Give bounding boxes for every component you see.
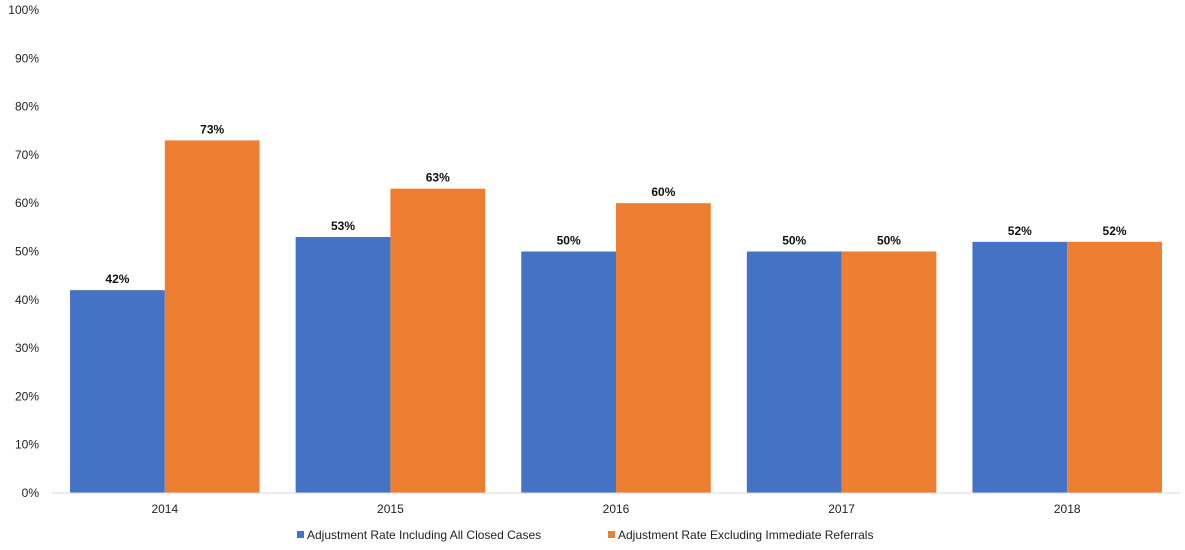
bar-2017-series-1: [841, 251, 937, 493]
legend: Adjustment Rate Including All Closed Cas…: [297, 528, 873, 542]
bar-2016-series-0: [521, 251, 616, 493]
data-label: 53%: [331, 219, 355, 233]
data-label: 52%: [1008, 224, 1032, 238]
bar-2015-series-0: [295, 237, 391, 493]
legend-swatch-1: [608, 531, 615, 538]
data-label: 42%: [105, 272, 129, 286]
bar-2018-series-1: [1067, 241, 1162, 493]
data-label: 50%: [557, 234, 581, 248]
data-label: 63%: [426, 171, 450, 185]
bars: [70, 140, 1162, 493]
data-label: 52%: [1103, 224, 1127, 238]
y-tick-label: 70%: [15, 148, 39, 162]
x-tick-label: 2016: [603, 502, 630, 516]
bar-2014-series-0: [70, 290, 165, 493]
y-tick-label: 50%: [15, 245, 39, 259]
y-tick-label: 10%: [15, 438, 39, 452]
data-label: 60%: [651, 185, 675, 199]
y-tick-label: 40%: [15, 293, 39, 307]
x-tick-label: 2017: [828, 502, 855, 516]
legend-label-0: Adjustment Rate Including All Closed Cas…: [307, 528, 541, 542]
y-tick-label: 0%: [22, 486, 40, 500]
y-tick-label: 90%: [15, 51, 39, 65]
y-tick-label: 30%: [15, 341, 39, 355]
x-axis: 2014 2015 2016 2017 2018: [151, 502, 1080, 516]
data-label: 50%: [782, 234, 806, 248]
y-tick-label: 100%: [8, 3, 39, 17]
bar-2017-series-0: [746, 251, 842, 493]
legend-label-1: Adjustment Rate Excluding Immediate Refe…: [618, 528, 873, 542]
y-tick-label: 60%: [15, 196, 39, 210]
data-label: 50%: [877, 234, 901, 248]
x-tick-label: 2018: [1054, 502, 1081, 516]
y-tick-label: 20%: [15, 389, 39, 403]
x-tick-label: 2015: [377, 502, 404, 516]
bar-2014-series-1: [164, 140, 260, 493]
bar-2016-series-1: [616, 203, 711, 493]
bar-2015-series-1: [390, 188, 486, 493]
y-axis: 0% 10% 20% 30% 40% 50% 60% 70% 80% 90% 100%: [8, 3, 39, 500]
data-label: 73%: [200, 122, 224, 136]
bar-2018-series-0: [972, 241, 1068, 493]
y-tick-label: 80%: [15, 100, 39, 114]
data-labels: 42% 73% 53% 63% 50% 60% 50% 50% 52% 52%: [105, 122, 1126, 286]
legend-swatch-0: [297, 531, 304, 538]
x-tick-label: 2014: [151, 502, 178, 516]
